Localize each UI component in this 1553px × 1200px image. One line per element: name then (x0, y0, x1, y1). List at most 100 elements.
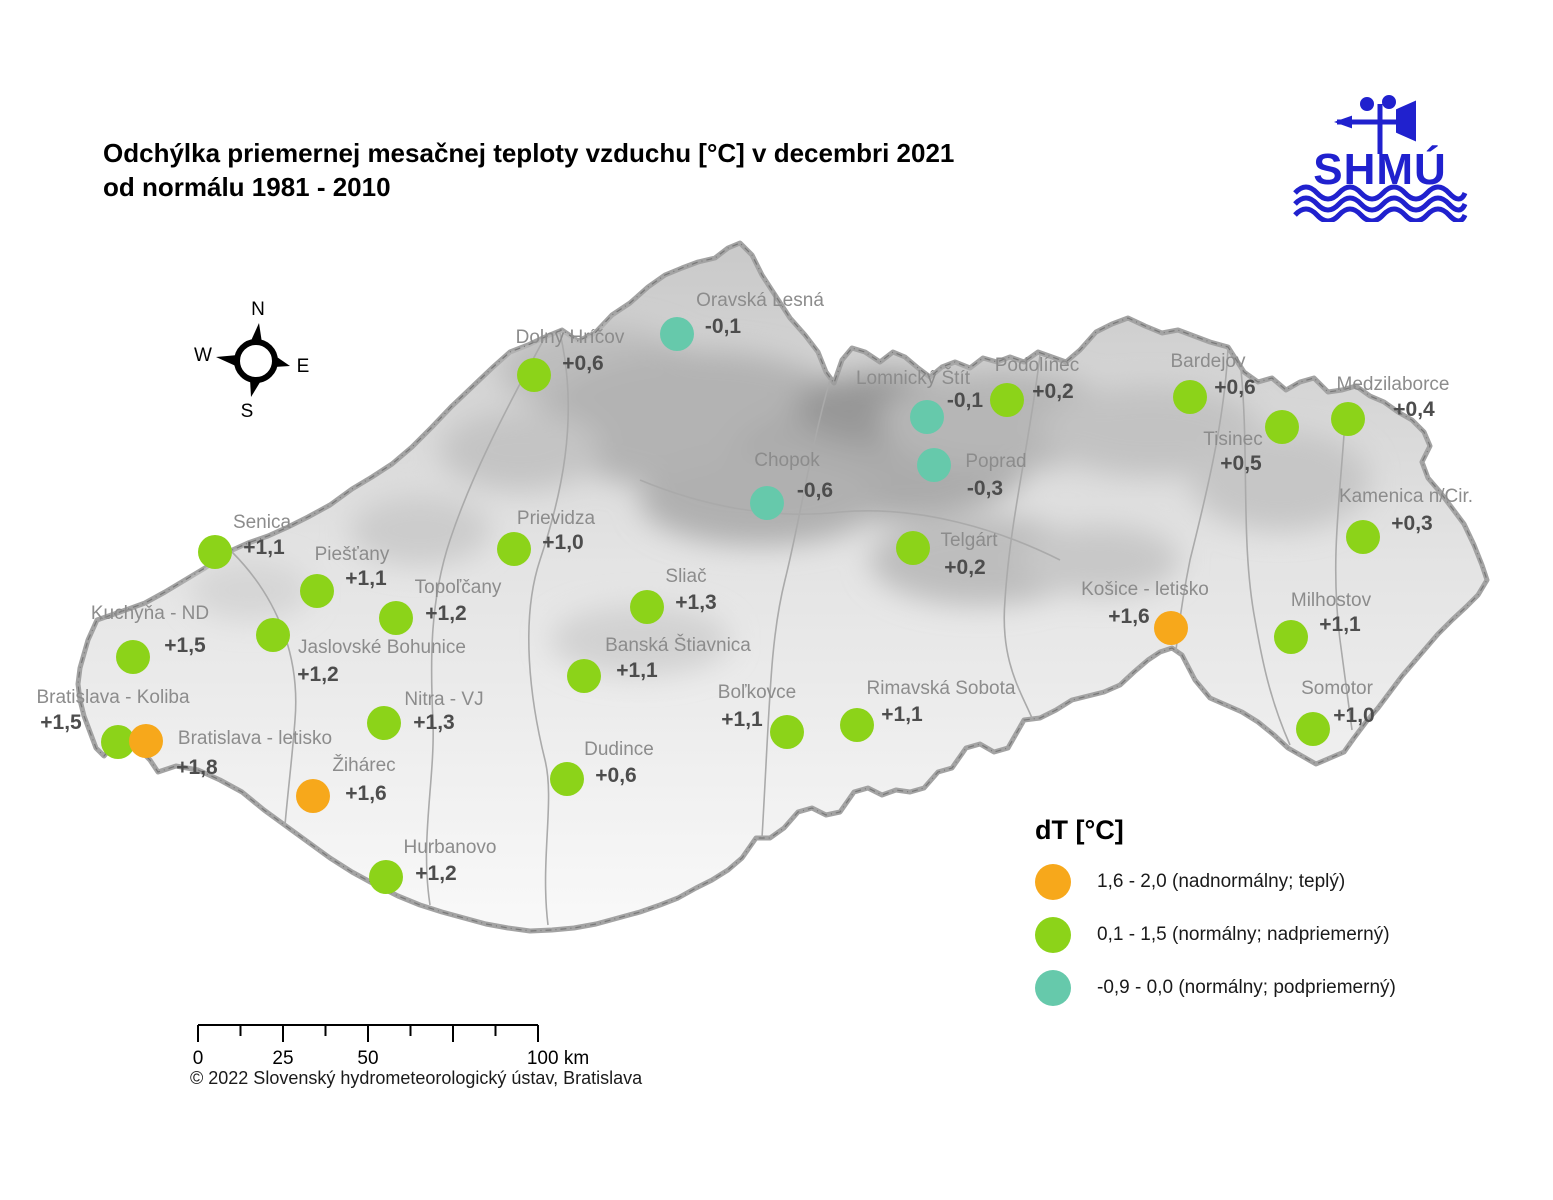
station-name: Banská Štiavnica (605, 635, 751, 657)
station-value: +1,5 (164, 634, 205, 658)
station-value: +1,0 (1333, 704, 1374, 728)
station-value: +1,6 (345, 782, 386, 806)
station-name: Dudince (584, 739, 654, 761)
legend-title: dT [°C] (1035, 815, 1475, 846)
station-value: +1,1 (345, 567, 386, 591)
station-dot (300, 574, 334, 608)
station-name: Prievidza (517, 508, 595, 530)
station-value: +1,6 (1108, 605, 1149, 629)
station-name: Lomnický Štít (856, 368, 970, 390)
station-name: Milhostov (1291, 590, 1371, 612)
station-value: -0,1 (947, 389, 983, 413)
scale-label-100: 100 km (527, 1048, 589, 1070)
legend-item-label: -0,9 - 0,0 (normálny; podpriemerný) (1097, 977, 1396, 999)
station-name: Telgárt (940, 530, 997, 552)
station-dot (896, 531, 930, 565)
station-value: +1,2 (415, 862, 456, 886)
title-line-2: od normálu 1981 - 2010 (103, 170, 1203, 204)
station-dot (1331, 402, 1365, 436)
station-name: Bratislava - Koliba (36, 687, 189, 709)
legend-item-below-normal: -0,9 - 0,0 (normálny; podpriemerný) (1035, 970, 1475, 1006)
legend-item-label: 0,1 - 1,5 (normálny; nadpriemerný) (1097, 924, 1390, 946)
station-dot (550, 762, 584, 796)
station-dot (256, 618, 290, 652)
station-name: Bardejov (1171, 351, 1246, 373)
station-value: +0,2 (944, 556, 985, 580)
warm-dot-icon (1035, 864, 1071, 900)
station-name: Chopok (754, 450, 820, 472)
station-dot (1296, 712, 1330, 746)
page-title: Odchýlka priemernej mesačnej teploty vzd… (103, 136, 1203, 205)
weather-map-page: { "title": { "line1": "Odchýlka priemern… (0, 0, 1553, 1200)
station-dot (369, 860, 403, 894)
legend: dT [°C] 1,6 - 2,0 (nadnormálny; teplý) 0… (1035, 815, 1475, 1023)
station-value: +1,1 (721, 708, 762, 732)
station-name: Kuchyňa - ND (91, 603, 209, 625)
compass-s-label: S (241, 401, 254, 423)
station-dot (660, 317, 694, 351)
compass-e-label: E (297, 356, 310, 378)
shmu-logo-icon: SHMÚ (1285, 92, 1475, 222)
station-value: +1,1 (1319, 613, 1360, 637)
station-dot (367, 706, 401, 740)
station-dot (910, 400, 944, 434)
title-line-1: Odchýlka priemernej mesačnej teploty vzd… (103, 136, 1203, 170)
station-value: +1,2 (425, 602, 466, 626)
station-name: Podolínec (995, 355, 1080, 377)
station-dot (1154, 611, 1188, 645)
station-name: Medzilaborce (1337, 374, 1450, 396)
station-name: Kamenica n/Cir. (1339, 486, 1473, 508)
legend-item-above-normal: 0,1 - 1,5 (normálny; nadpriemerný) (1035, 917, 1475, 953)
station-name: Senica (233, 512, 291, 534)
station-value: +0,4 (1393, 398, 1434, 422)
station-dot (116, 640, 150, 674)
station-value: +0,6 (562, 352, 603, 376)
station-value: +1,5 (40, 711, 81, 735)
station-name: Košice - letisko (1081, 579, 1209, 601)
station-value: +1,1 (881, 703, 922, 727)
station-dot (379, 601, 413, 635)
station-value: +1,8 (176, 756, 217, 780)
station-name: Bratislava - letisko (178, 728, 332, 750)
station-name: Nitra - VJ (404, 689, 483, 711)
compass-n-label: N (251, 299, 265, 321)
station-dot (990, 383, 1024, 417)
station-dot (497, 532, 531, 566)
station-dot (517, 358, 551, 392)
station-dot (1173, 380, 1207, 414)
station-dot (198, 535, 232, 569)
above-normal-dot-icon (1035, 917, 1071, 953)
station-dot (567, 659, 601, 693)
scale-bar-icon (190, 1022, 610, 1046)
station-dot (129, 724, 163, 758)
station-value: +1,1 (243, 536, 284, 560)
station-name: Oravská Lesná (696, 290, 824, 312)
legend-item-warm: 1,6 - 2,0 (nadnormálny; teplý) (1035, 864, 1475, 900)
station-dot (1274, 620, 1308, 654)
station-dot (917, 448, 951, 482)
scale-label-0: 0 (193, 1048, 204, 1070)
station-value: +1,3 (413, 711, 454, 735)
station-name: Žihárec (332, 755, 395, 777)
station-value: -0,6 (797, 479, 833, 503)
station-name: Dolný Hríčov (516, 327, 625, 349)
station-name: Jaslovské Bohunice (298, 637, 466, 659)
station-name: Hurbanovo (404, 837, 497, 859)
station-value: +0,6 (1214, 376, 1255, 400)
station-value: -0,1 (705, 315, 741, 339)
compass-w-label: W (194, 345, 212, 367)
station-dot (840, 708, 874, 742)
station-name: Poprad (965, 451, 1026, 473)
station-name: Somotor (1301, 678, 1373, 700)
logo-text: SHMÚ (1313, 144, 1447, 194)
station-dot (296, 779, 330, 813)
station-name: Rimavská Sobota (867, 678, 1016, 700)
station-name: Boľkovce (718, 682, 796, 704)
station-name: Piešťany (315, 544, 390, 566)
station-dot (770, 715, 804, 749)
station-value: +1,3 (675, 591, 716, 615)
station-name: Sliač (665, 566, 706, 588)
station-dot (630, 590, 664, 624)
station-dot (1346, 520, 1380, 554)
scale-label-50: 50 (357, 1048, 378, 1070)
